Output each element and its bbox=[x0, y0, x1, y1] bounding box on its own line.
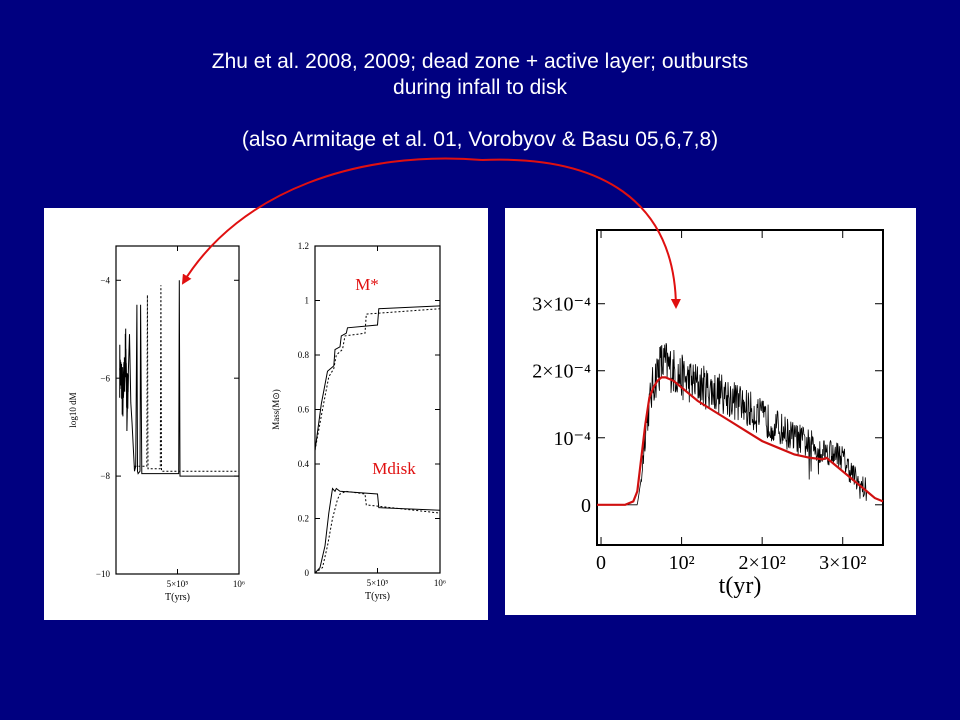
plot-frame bbox=[115, 245, 240, 575]
x-tick-label: 10⁶ bbox=[434, 578, 446, 588]
right-figure-panel: 0 10⁻⁴ 2×10⁻⁴ 3×10⁻⁴ 0 10² 2×10² 3×10² t(yr) bbox=[505, 208, 916, 615]
x-tick-label: 5×10⁵ bbox=[367, 578, 389, 588]
y-tick-label: 0.2 bbox=[298, 514, 309, 524]
y-axis-label: log10 dM bbox=[68, 392, 78, 427]
mass-series-dotted bbox=[314, 308, 441, 451]
series-line-dotted bbox=[134, 285, 239, 472]
annotation-mstar: M* bbox=[355, 275, 379, 294]
plot-frame bbox=[596, 229, 884, 546]
y-tick-label: 0.8 bbox=[298, 350, 310, 360]
x-axis-label: T(yrs) bbox=[365, 591, 390, 602]
y-tick-label: 1 bbox=[305, 296, 310, 306]
x-tick-label: 5×10⁵ bbox=[167, 579, 189, 589]
x-tick-label: 0 bbox=[596, 552, 606, 574]
series-noise-burst bbox=[119, 328, 129, 432]
y-axis-label: Mass(M⊙) bbox=[271, 389, 281, 430]
slide-subtitle: (also Armitage et al. 01, Vorobyov & Bas… bbox=[241, 128, 719, 151]
y-tick-label: 0.6 bbox=[298, 405, 310, 415]
y-tick-label: 2×10⁻⁴ bbox=[532, 361, 591, 383]
y-tick-label: 0 bbox=[581, 495, 591, 517]
y-tick-label: 10⁻⁴ bbox=[553, 428, 591, 450]
x-tick-label: 10² bbox=[669, 552, 695, 574]
y-tick-label: −6 bbox=[100, 373, 110, 383]
y-tick-label: −8 bbox=[100, 471, 110, 481]
right-figure: 0 10⁻⁴ 2×10⁻⁴ 3×10⁻⁴ 0 10² 2×10² 3×10² t(yr) bbox=[532, 229, 884, 599]
plot-frame bbox=[314, 245, 441, 574]
x-tick-label: 10⁶ bbox=[233, 579, 245, 589]
y-tick-label: 0 bbox=[305, 568, 310, 578]
x-tick-label: 2×10² bbox=[739, 552, 786, 574]
annotation-mdisk: Mdisk bbox=[372, 459, 416, 478]
x-tick-label: 3×10² bbox=[819, 552, 866, 574]
slide-title-line-2: during infall to disk bbox=[393, 76, 567, 99]
mass-series-solid bbox=[314, 487, 441, 574]
y-tick-label: 0.4 bbox=[298, 459, 310, 469]
series-smooth-fit bbox=[597, 376, 884, 506]
left-figure: −4 −6 −8 −10 5×10⁵ 10⁶ T(yrs) log10 dM 0 0.2 0.4 0.… bbox=[68, 241, 446, 603]
left-figure-panel: −4 −6 −8 −10 5×10⁵ 10⁶ T(yrs) log10 dM 0 0.2 0.4 0.… bbox=[44, 208, 488, 620]
mass-series-dotted bbox=[314, 490, 441, 574]
mass-series-solid bbox=[314, 305, 441, 451]
series-line-solid bbox=[119, 280, 239, 477]
y-tick-label: −10 bbox=[96, 569, 111, 579]
y-tick-label: 1.2 bbox=[298, 241, 309, 251]
x-axis-label: T(yrs) bbox=[165, 592, 190, 603]
y-tick-label: 3×10⁻⁴ bbox=[532, 294, 591, 316]
x-axis-label: t(yr) bbox=[719, 573, 762, 599]
y-tick-label: −4 bbox=[100, 275, 110, 285]
slide-title-line-1: Zhu et al. 2008, 2009; dead zone + activ… bbox=[211, 50, 749, 73]
series-noisy-data bbox=[597, 343, 883, 506]
